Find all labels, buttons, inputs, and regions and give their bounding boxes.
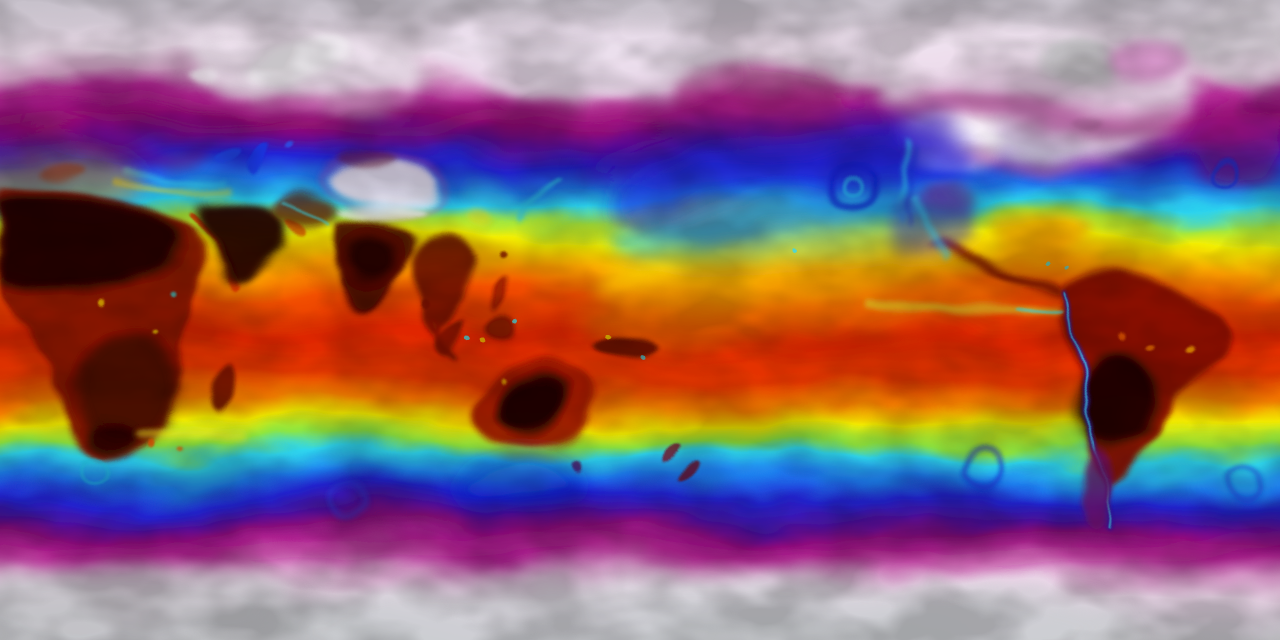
temperature-field-canvas	[0, 0, 1280, 640]
turbulence-texture-overlay	[0, 0, 1280, 640]
world-temperature-map	[0, 0, 1280, 640]
